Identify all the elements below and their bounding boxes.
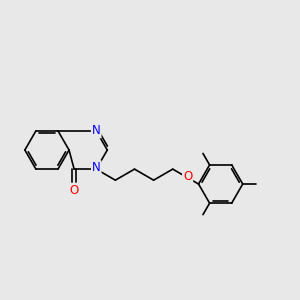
Text: N: N — [92, 161, 100, 174]
Text: N: N — [92, 124, 100, 137]
Text: O: O — [183, 170, 192, 183]
Text: O: O — [70, 184, 79, 196]
